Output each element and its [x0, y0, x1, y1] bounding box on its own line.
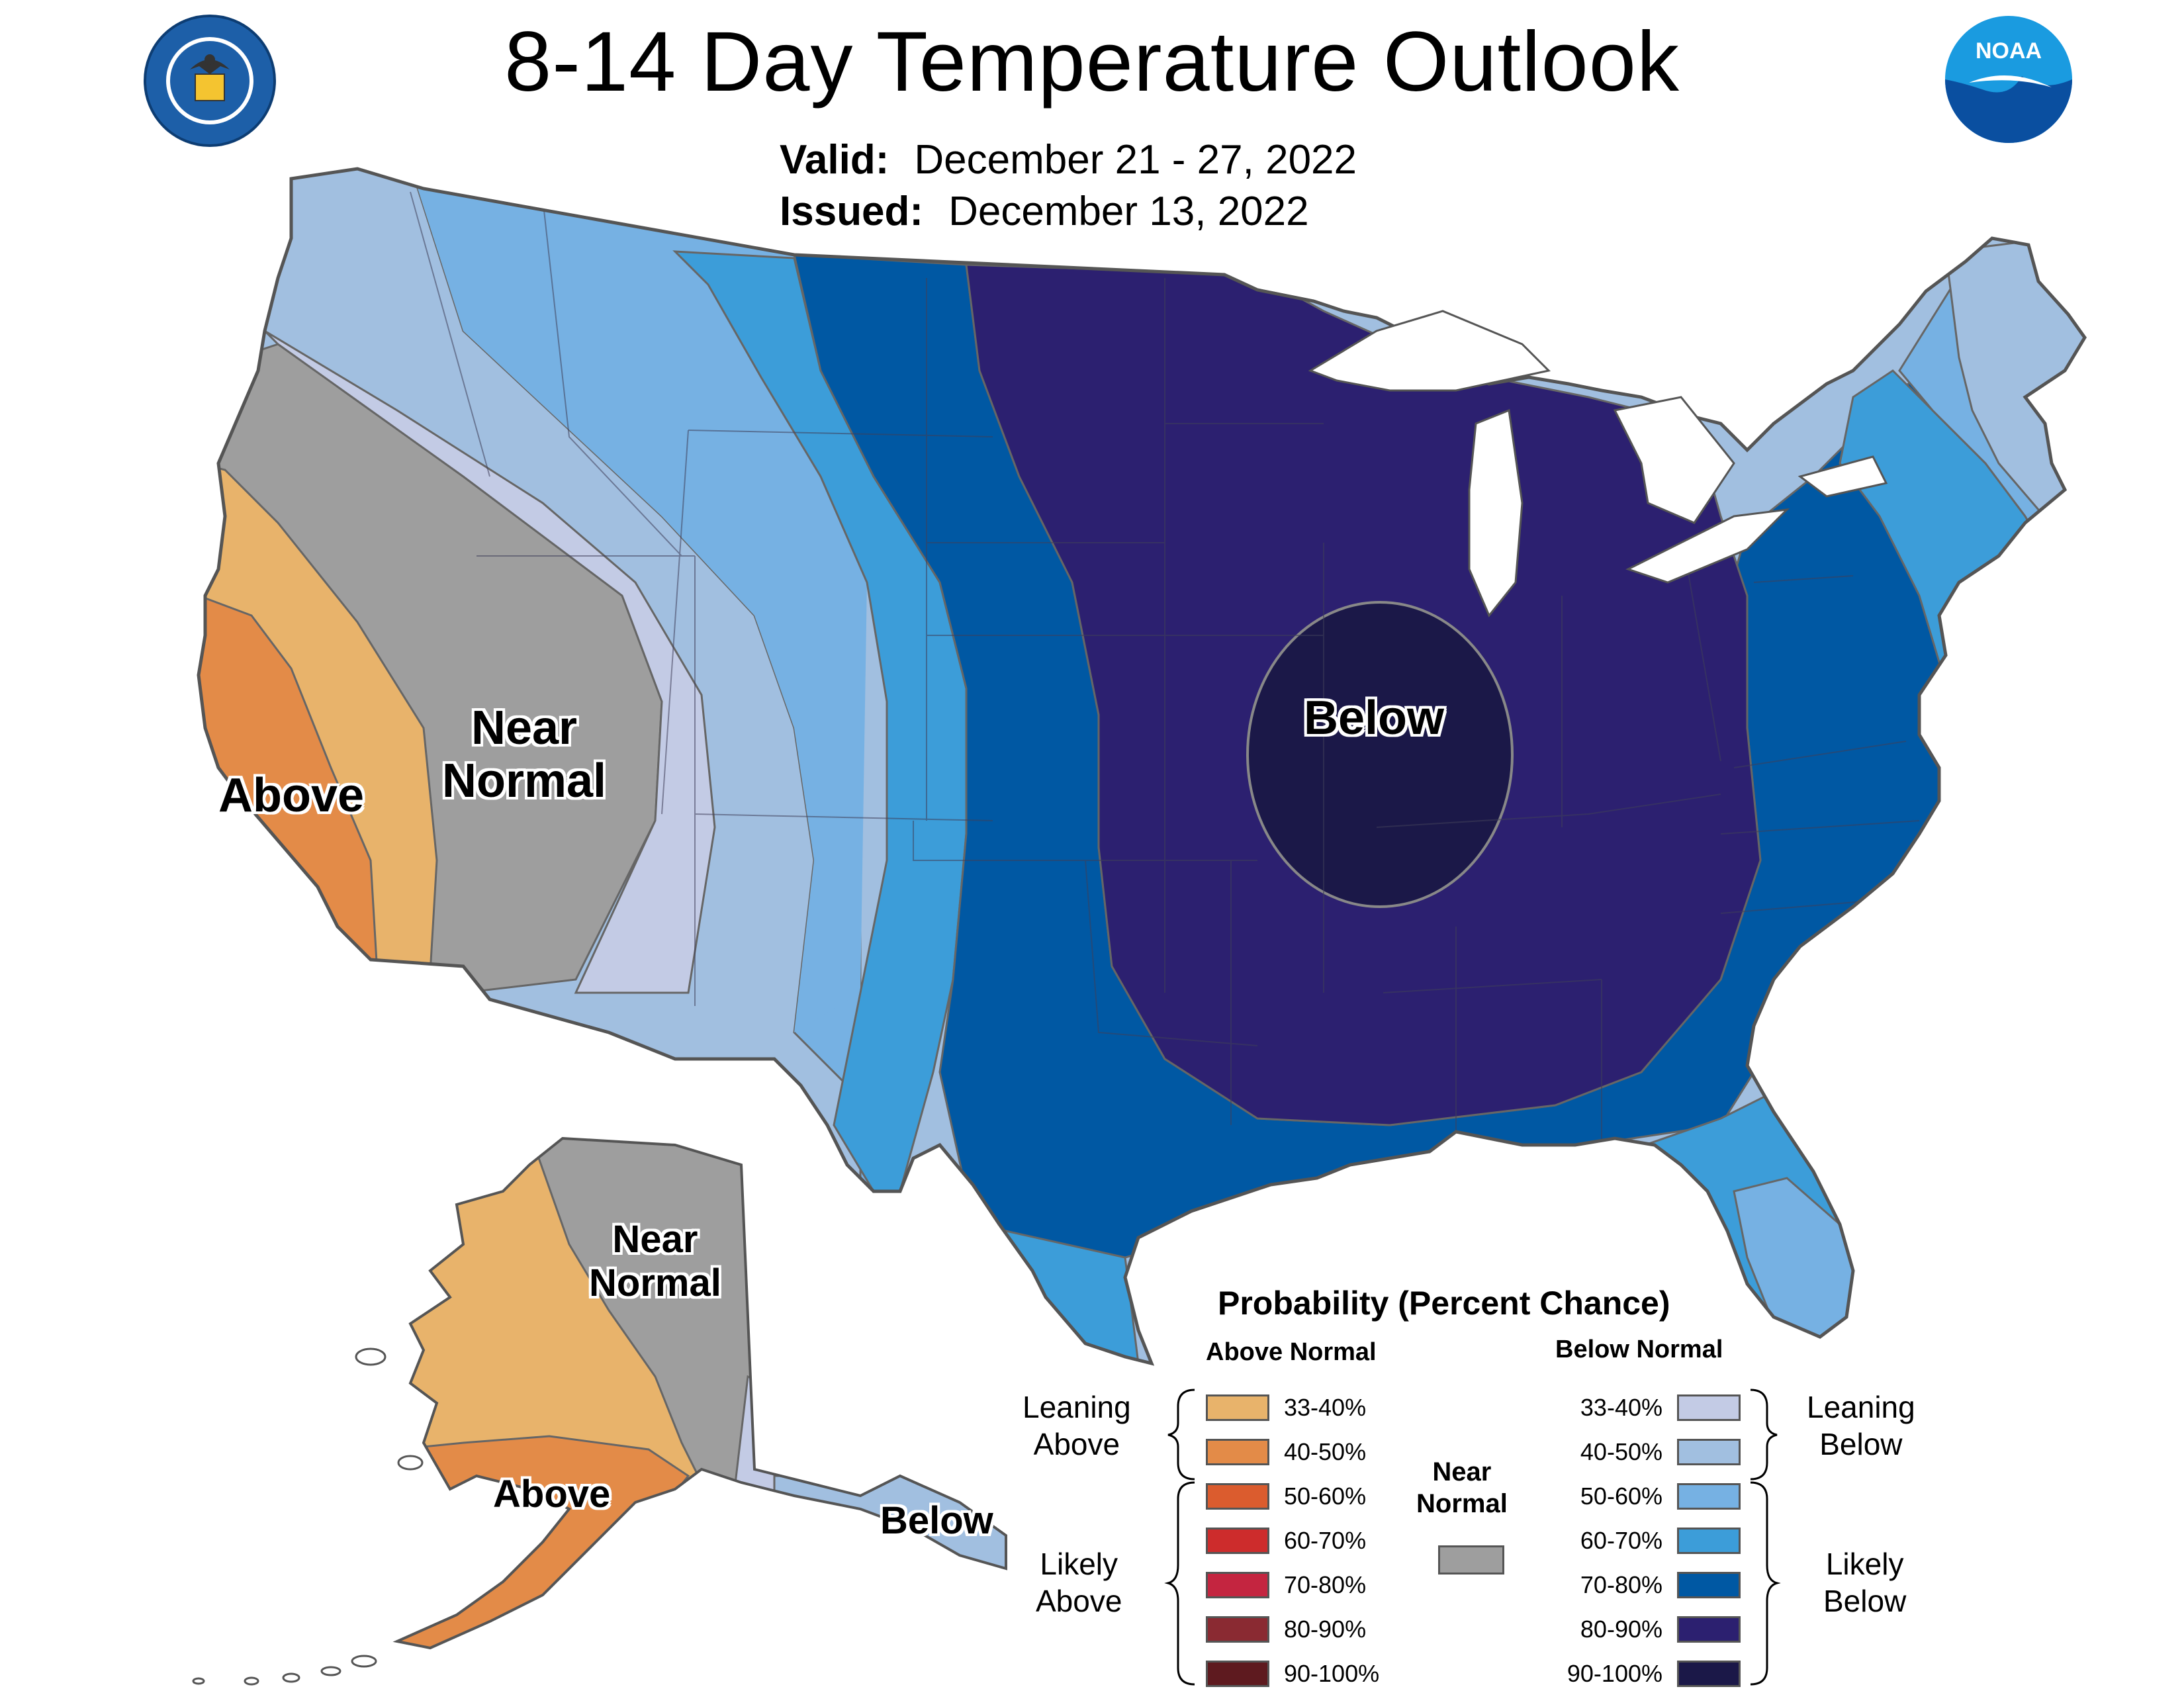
legend-below-swatch: [1677, 1528, 1741, 1554]
legend-below-percent: 50-60%: [1580, 1483, 1662, 1510]
lake-michigan: [1468, 408, 1524, 617]
legend-above-row: 50-60%: [1206, 1481, 1366, 1512]
lake-ontario: [1797, 455, 1888, 498]
legend-above-swatch: [1206, 1661, 1269, 1687]
legend-above-percent: 50-60%: [1284, 1483, 1367, 1510]
legend-below-percent: 60-70%: [1580, 1527, 1662, 1554]
legend-below-swatch: [1677, 1483, 1741, 1510]
leaning-below-label: Leaning Below: [1807, 1389, 1915, 1463]
conus-near-line1: Near: [471, 702, 578, 754]
legend-below-percent: 33-40%: [1580, 1394, 1662, 1421]
legend-near-line2: Normal: [1416, 1489, 1508, 1518]
leaning-above-label: Leaning Above: [1023, 1389, 1131, 1463]
legend-below-header: Below Normal: [1555, 1336, 1723, 1363]
conus-below-label: Below: [1304, 692, 1445, 745]
ak-above-label: Above: [493, 1473, 611, 1516]
alaska-outline: [392, 1136, 1007, 1650]
legend-below-swatch: [1677, 1616, 1741, 1643]
legend-above-percent: 90-100%: [1284, 1660, 1380, 1687]
legend-below-row: 40-50%: [1557, 1437, 1741, 1467]
legend-below-percent: 80-90%: [1580, 1616, 1662, 1643]
likely-above-line2: Above: [1036, 1584, 1122, 1618]
legend-below-row: 80-90%: [1557, 1614, 1741, 1645]
legend-above-row: 90-100%: [1206, 1659, 1379, 1689]
legend-below-row: 33-40%: [1557, 1392, 1741, 1423]
legend-below-row: 60-70%: [1557, 1526, 1741, 1556]
legend-above-swatch: [1206, 1394, 1269, 1421]
below-core-region: [1246, 601, 1514, 908]
leaning-above-line1: Leaning: [1023, 1390, 1131, 1424]
leaning-below-line1: Leaning: [1807, 1390, 1915, 1424]
department-of-commerce-seal-icon: [144, 15, 276, 147]
aleutian-islands: [192, 1347, 424, 1686]
valid-value: December 21 - 27, 2022: [914, 137, 1357, 183]
legend-above-row: 70-80%: [1206, 1570, 1366, 1600]
legend-above-percent: 70-80%: [1284, 1571, 1367, 1598]
legend-above-percent: 40-50%: [1284, 1438, 1367, 1465]
legend-above-swatch: [1206, 1572, 1269, 1598]
legend-above-swatch: [1206, 1616, 1269, 1643]
lake-superior: [1308, 310, 1551, 392]
likely-above-label: Likely Above: [1036, 1545, 1122, 1620]
state-borders: [410, 191, 1920, 1145]
ak-near-normal-label: Near Normal: [589, 1218, 721, 1305]
leaning-above-line2: Above: [1033, 1427, 1120, 1461]
ak-below-label: Below: [880, 1499, 993, 1542]
legend-above-swatch: [1206, 1528, 1269, 1554]
legend-above-row: 80-90%: [1206, 1614, 1366, 1645]
legend-above-row: 40-50%: [1206, 1437, 1366, 1467]
legend-above-row: 60-70%: [1206, 1526, 1366, 1556]
legend-above-percent: 33-40%: [1284, 1394, 1367, 1421]
likely-below-line1: Likely: [1825, 1547, 1904, 1581]
legend-below-swatch: [1677, 1572, 1741, 1598]
lake-erie: [1625, 508, 1790, 584]
legend-below-swatch: [1677, 1661, 1741, 1687]
valid-label: Valid:: [780, 137, 889, 183]
conus-near-normal-label: Near Normal: [442, 702, 606, 807]
legend-above-row: 33-40%: [1206, 1392, 1366, 1423]
legend-below-swatch: [1677, 1394, 1741, 1421]
date-block: Valid: December 21 - 27, 2022 Issued: Dece…: [780, 134, 1357, 238]
legend-above-swatch: [1206, 1483, 1269, 1510]
legend-near-line1: Near: [1432, 1457, 1492, 1486]
ak-near-line2: Normal: [589, 1261, 721, 1304]
conus-above-label: Above: [218, 769, 365, 822]
conus-near-line2: Normal: [442, 754, 607, 807]
legend-below-percent: 90-100%: [1567, 1660, 1662, 1687]
conus-outline: [197, 167, 2087, 1366]
legend-near-normal-swatch: [1438, 1545, 1504, 1575]
page-title: 8-14 Day Temperature Outlook: [504, 15, 1680, 109]
legend-below-row: 70-80%: [1557, 1570, 1741, 1600]
legend-below-row: 90-100%: [1557, 1659, 1741, 1689]
great-lakes: [1308, 310, 1888, 617]
legend-title: Probability (Percent Chance): [1218, 1285, 1670, 1322]
issued-label: Issued:: [780, 189, 924, 234]
legend-above-swatch: [1206, 1439, 1269, 1465]
issued-value: December 13, 2022: [948, 189, 1309, 234]
legend-above-header: Above Normal: [1206, 1338, 1377, 1366]
leaning-below-line2: Below: [1819, 1427, 1903, 1461]
legend-below-swatch: [1677, 1439, 1741, 1465]
legend-below-percent: 40-50%: [1580, 1438, 1662, 1465]
legend-below-row: 50-60%: [1557, 1481, 1741, 1512]
legend-above-percent: 80-90%: [1284, 1616, 1367, 1643]
noaa-logo-icon: NOAA: [1945, 16, 2072, 143]
likely-below-line2: Below: [1823, 1584, 1907, 1618]
legend-below-percent: 70-80%: [1580, 1571, 1662, 1598]
likely-below-label: Likely Below: [1823, 1545, 1906, 1620]
legend-near-normal-label: Near Normal: [1416, 1456, 1508, 1520]
noaa-logo-text: NOAA: [1976, 38, 2042, 64]
likely-above-line1: Likely: [1040, 1547, 1118, 1581]
ak-near-line1: Near: [612, 1218, 698, 1261]
legend-above-percent: 60-70%: [1284, 1527, 1367, 1554]
lake-huron: [1613, 396, 1735, 524]
